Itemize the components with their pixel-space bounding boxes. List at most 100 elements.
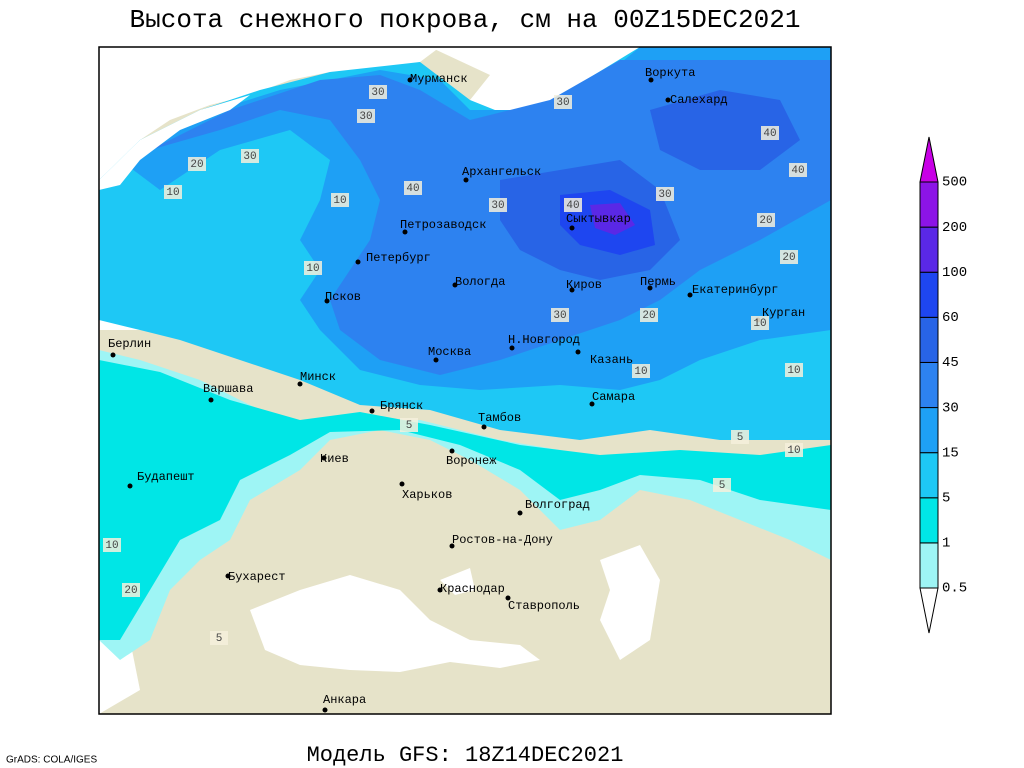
contour-label-box [564, 198, 582, 212]
legend-swatch [919, 181, 939, 228]
city-dot [647, 285, 653, 291]
city-dot [437, 587, 443, 593]
legend-swatch [919, 316, 939, 363]
city-label: Анкара [323, 693, 366, 707]
contour-label-box [632, 364, 650, 378]
city-dot [399, 481, 405, 487]
city-dot [322, 707, 328, 713]
city-dot [517, 510, 523, 516]
contour-label: 5 [719, 480, 726, 492]
city-label: Киров [566, 278, 602, 292]
legend-swatch [919, 452, 939, 499]
legend-label: 30 [942, 400, 959, 416]
legend-swatch [919, 587, 939, 634]
city-label: Варшава [203, 382, 253, 396]
legend-swatch [919, 407, 939, 454]
city-label: Тамбов [478, 411, 521, 425]
contour-label-box [785, 443, 803, 457]
contour-label: 40 [791, 165, 804, 177]
legend-swatch [919, 497, 939, 544]
contour-label: 10 [753, 318, 766, 330]
contour-label-box [164, 185, 182, 199]
city-label: Харьков [402, 488, 452, 502]
city-dot [481, 424, 487, 430]
city-dot [665, 97, 671, 103]
contour-label-box [369, 85, 387, 99]
contour-label: 10 [787, 445, 800, 457]
contour-label-box [785, 363, 803, 377]
contour-label: 20 [782, 252, 795, 264]
contour-label-box [331, 193, 349, 207]
city-label: Петербург [366, 251, 431, 265]
city-label: Курган [762, 306, 805, 320]
city-label: Минск [300, 370, 336, 384]
contour-label: 30 [371, 87, 384, 99]
city-label: Сыктывкар [566, 212, 631, 226]
credit: GrADS: COLA/IGES [6, 755, 97, 766]
contour-label-box [489, 198, 507, 212]
city-label: Салехард [670, 93, 728, 107]
sea [99, 95, 250, 190]
city-label: Самара [592, 390, 635, 404]
city-dot [449, 543, 455, 549]
contour-label: 5 [406, 420, 413, 432]
city-label: Волгоград [525, 498, 590, 512]
contour-label: 10 [105, 540, 118, 552]
city-dot [589, 401, 595, 407]
contour-label-box [751, 316, 769, 330]
contour-label: 30 [658, 189, 671, 201]
contour-label-box [188, 157, 206, 171]
legend-label: 60 [942, 310, 959, 326]
snow-area [99, 360, 831, 640]
contour-label-box [241, 149, 259, 163]
city-label: Москва [428, 345, 471, 359]
legend-label: 200 [942, 220, 967, 236]
city-label: Краснодар [440, 582, 505, 596]
city-label: Ростов-на-Дону [452, 533, 553, 547]
contour-labels: 30 30 30 20 30 40 30 40 10 10 40 40 30 20 20 10 10 30 20 10… [103, 85, 807, 645]
contour-label: 20 [759, 215, 772, 227]
contour-label-box [789, 163, 807, 177]
city-label: Пермь [640, 275, 676, 289]
contour-label-box [357, 109, 375, 123]
city-label: Бухарест [228, 570, 286, 584]
contour-label-box [122, 583, 140, 597]
contour-label: 10 [166, 187, 179, 199]
city-label: Воркута [645, 66, 695, 80]
contour-label: 30 [556, 97, 569, 109]
contour-label-box [761, 126, 779, 140]
city-dot [297, 381, 303, 387]
contour-label-box [780, 250, 798, 264]
legend-label: 15 [942, 445, 959, 461]
city-dot [225, 573, 231, 579]
city-label: Ставрополь [508, 599, 580, 613]
legend-swatch [919, 542, 939, 589]
city-dot [402, 229, 408, 235]
contour-label: 10 [333, 195, 346, 207]
contour-label-box [400, 418, 418, 432]
contour-label-box [656, 187, 674, 201]
contour-label-box [404, 181, 422, 195]
city-label: Казань [590, 353, 633, 367]
city-dot [324, 298, 330, 304]
contour-label: 40 [763, 128, 776, 140]
legend-swatch [919, 361, 939, 409]
model-label: Модель GFS: 18Z14DEC2021 [307, 743, 624, 768]
contour-label: 40 [566, 200, 579, 212]
snow-area [590, 203, 635, 235]
contour-label: 20 [642, 310, 655, 322]
city-dot [648, 77, 654, 83]
city-dot [452, 282, 458, 288]
city-label: Екатеринбург [692, 283, 778, 297]
city-label: Вологда [455, 275, 505, 289]
legend-label: 1 [942, 536, 950, 552]
city-dot [449, 448, 455, 454]
city-dot [569, 287, 575, 293]
contour-label-box [731, 430, 749, 444]
legend-label: 45 [942, 355, 959, 371]
city-dot [369, 408, 375, 414]
legend-label: 0.5 [942, 581, 967, 597]
city-label: Будапешт [137, 470, 195, 484]
